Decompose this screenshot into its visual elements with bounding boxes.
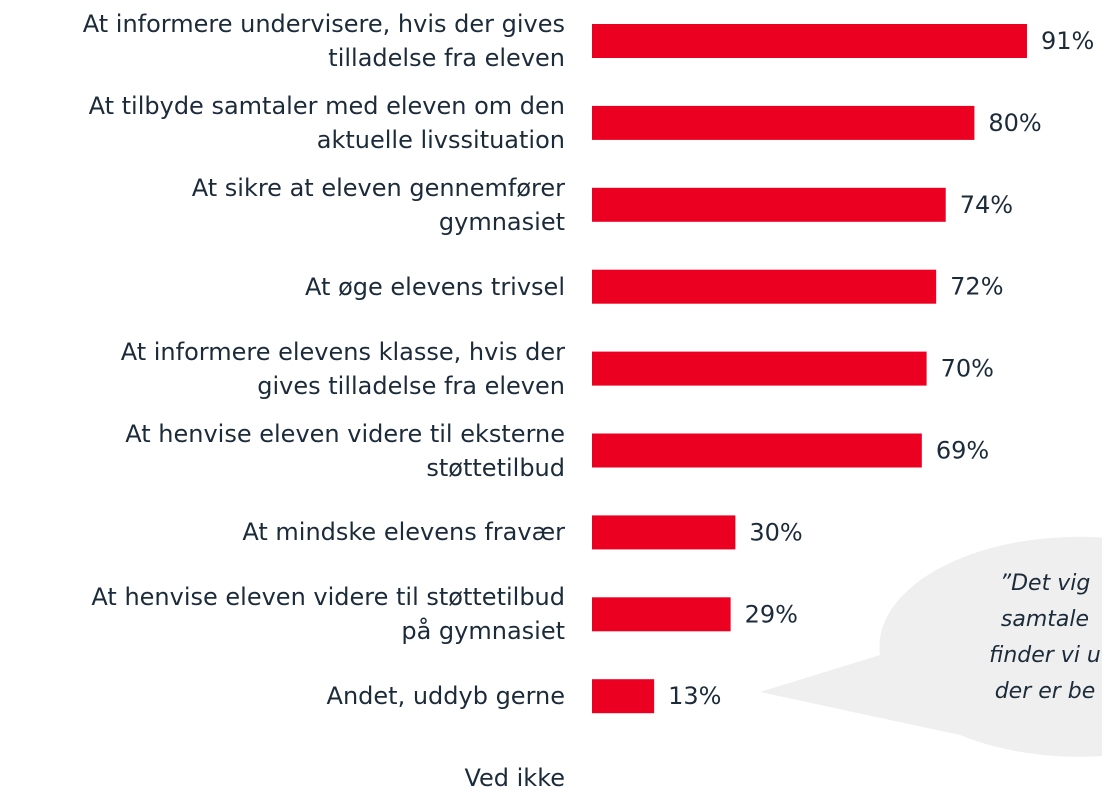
category-label: At henvise eleven videre til eksterne st… [125,419,565,482]
category-label: At henvise eleven videre til støttetilbu… [91,583,565,646]
annotation-line: finder vi u [989,643,1101,668]
value-label: 72% [950,273,1003,301]
annotation-line: der er be [995,679,1096,704]
bar [592,515,736,550]
bar [592,351,927,386]
value-label: 70% [941,355,994,383]
value-label: 30% [749,518,802,546]
bar [592,24,1027,58]
bar [592,433,922,468]
value-label: 13% [668,682,721,710]
value-label: 74% [960,191,1013,219]
speech-bubble [760,536,1102,757]
annotation-line: samtale [1001,607,1089,632]
category-label: At sikre at eleven gennemfører gymnasiet [191,173,565,236]
value-label: 80% [988,109,1041,137]
category-label: At informere undervisere, hvis der gives… [82,10,565,72]
category-label: At tilbyde samtaler med eleven om den ak… [88,91,565,154]
bar [592,105,975,140]
bar [592,269,937,304]
category-label: Ved ikke [464,764,565,789]
category-label: Andet, uddyb gerne [326,682,565,711]
category-label: At informere elevens klasse, hvis der gi… [120,337,565,400]
bar [592,187,946,222]
category-label: At mindske elevens fravær [242,518,565,547]
annotation-line: ”Det vig [1000,571,1091,596]
bar [592,597,731,632]
value-label: 69% [936,437,989,465]
bar [592,679,655,714]
value-label: 29% [745,600,798,628]
category-label: At øge elevens trivsel [305,272,565,301]
value-label: 91% [1041,27,1094,55]
